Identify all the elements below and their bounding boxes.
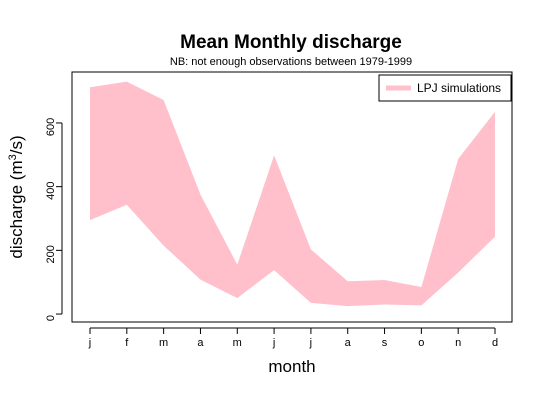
x-tick-label: a [197,337,204,349]
y-axis-title-end: /s) [7,135,26,154]
x-axis-title: month [268,357,315,376]
x-tick-label: d [492,337,498,349]
legend-label: LPJ simulations [417,81,501,95]
x-tick-label: n [455,337,461,349]
y-axis-title-main: discharge (m [7,160,26,258]
x-tick-label: j [272,337,275,349]
chart-subtitle: NB: not enough observations between 1979… [170,56,412,68]
y-tick-label: 0 [45,315,57,321]
x-tick-label: j [88,337,91,349]
y-axis: 0 200 400 600 [45,118,63,321]
x-tick-label: m [233,337,242,349]
x-tick-label: a [345,337,352,349]
y-tick-label: 600 [45,118,57,136]
band-layer [90,81,495,307]
y-tick-label: 400 [45,181,57,199]
chart-title: Mean Monthly discharge [180,32,402,53]
y-axis-title-superscript: 3 [7,154,19,160]
y-tick-label: 200 [45,245,57,263]
legend: LPJ simulations [378,74,512,102]
x-tick-label: j [309,337,312,349]
x-tick-label: o [418,337,424,349]
x-tick-label: s [382,337,388,349]
y-axis-title: discharge (m3/s) [7,135,26,258]
x-tick-label: m [159,337,168,349]
plot-frame [71,71,513,323]
x-tick-label: f [125,337,129,349]
series-band-0 [90,81,495,307]
